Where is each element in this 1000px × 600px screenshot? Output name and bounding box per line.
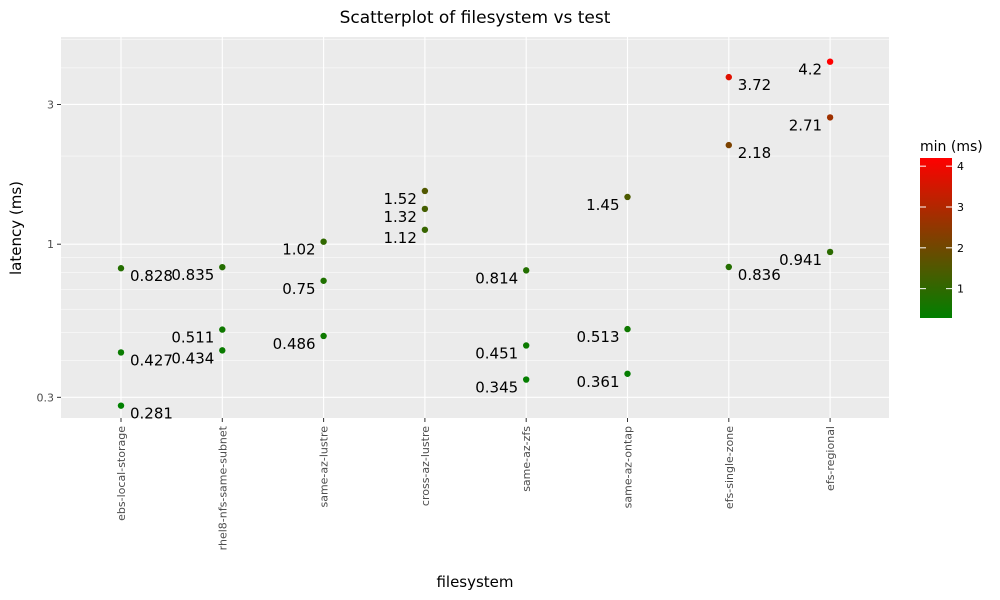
data-point: [725, 263, 732, 271]
data-label: 0.941: [779, 251, 822, 269]
data-point: [826, 248, 834, 256]
plot-panel: [61, 37, 889, 418]
y-tick-label: 3: [47, 98, 54, 111]
data-point: [725, 73, 732, 81]
data-label: 1.32: [383, 208, 416, 226]
y-axis-title: latency (ms): [7, 181, 25, 275]
data-point: [219, 347, 226, 354]
x-tick-label: same-az-zfs: [520, 426, 533, 492]
data-point: [320, 332, 327, 340]
data-point: [421, 205, 429, 213]
data-label: 0.281: [130, 405, 173, 423]
legend-colorbar: [920, 158, 952, 318]
x-tick-label: rhel8-nfs-same-subnet: [216, 425, 229, 550]
y-tick-label: 0.3: [37, 391, 55, 404]
data-point: [523, 376, 530, 383]
data-point: [624, 193, 631, 201]
data-point: [320, 238, 327, 245]
data-label: 0.361: [577, 373, 620, 391]
data-point: [421, 187, 429, 195]
data-label: 0.434: [171, 349, 214, 367]
gridlines: [61, 37, 889, 418]
x-tick-label: efs-regional: [824, 426, 837, 491]
data-point: [117, 402, 125, 409]
data-label: 0.513: [577, 328, 620, 346]
legend-tick-label: 4: [957, 160, 964, 173]
data-label: 0.814: [475, 269, 518, 287]
x-tick-label: efs-single-zone: [723, 426, 736, 509]
data-label: 1.52: [383, 190, 416, 208]
y-axis: 0.3 1 3: [37, 98, 61, 404]
x-tick-label: cross-az-lustre: [419, 426, 432, 506]
color-legend: min (ms) 1 2 3 4: [920, 139, 983, 318]
data-point: [117, 265, 125, 272]
data-label: 0.511: [171, 329, 214, 347]
data-label: 2.18: [738, 144, 771, 162]
data-label: 0.75: [282, 280, 315, 298]
data-point: [826, 114, 834, 121]
data-point: [826, 58, 834, 65]
x-tick-label: same-az-lustre: [318, 426, 331, 508]
data-label: 1.45: [586, 196, 619, 214]
data-label: 0.835: [171, 266, 214, 284]
legend-tick-label: 2: [957, 242, 964, 255]
legend-tick-label: 3: [957, 201, 964, 214]
x-axis: ebs-local-storage rhel8-nfs-same-subnet sa…: [115, 418, 837, 550]
data-point: [624, 325, 631, 333]
x-tick-label: same-az-ontap: [622, 426, 635, 508]
data-points: [117, 58, 834, 409]
data-point: [421, 226, 429, 233]
data-labels: 0.828 0.427 0.281 0.835 0.511 0.434 1.02 0.75 0.…: [130, 61, 822, 423]
data-label: 4.2: [798, 61, 822, 79]
data-point: [219, 263, 226, 271]
data-point: [624, 370, 631, 377]
data-point: [320, 277, 327, 284]
legend-tick-label: 1: [957, 283, 964, 296]
data-point: [523, 267, 530, 274]
data-label: 0.836: [738, 266, 781, 284]
data-point: [219, 326, 226, 333]
y-tick-label: 1: [47, 238, 54, 251]
data-label: 0.427: [130, 351, 173, 369]
x-axis-title: filesystem: [436, 573, 513, 591]
data-label: 0.451: [475, 344, 518, 362]
data-point: [523, 342, 530, 349]
x-tick-label: ebs-local-storage: [115, 426, 128, 521]
data-point: [725, 141, 732, 149]
data-label: 0.345: [475, 379, 518, 397]
data-point: [117, 349, 125, 356]
legend-title: min (ms): [920, 139, 983, 155]
data-label: 0.486: [273, 335, 316, 353]
data-label: 3.72: [738, 76, 771, 94]
data-label: 1.12: [383, 229, 416, 247]
data-label: 2.71: [789, 116, 822, 134]
chart-title: Scatterplot of filesystem vs test: [340, 8, 611, 28]
data-label: 1.02: [282, 241, 315, 259]
data-label: 0.828: [130, 267, 173, 285]
